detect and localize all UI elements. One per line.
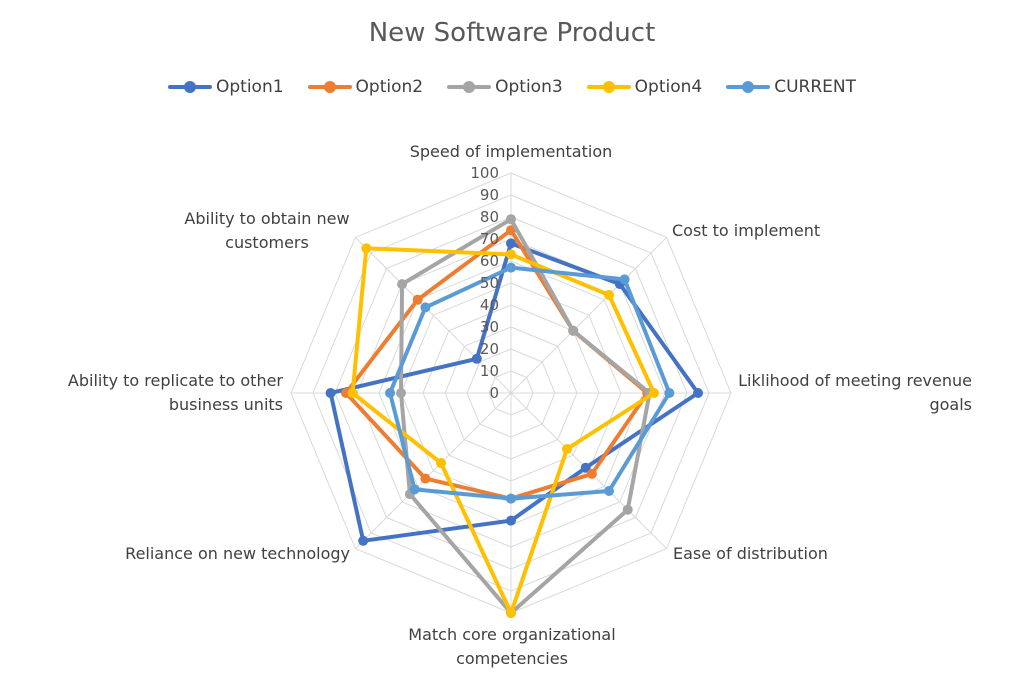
data-point (397, 279, 408, 290)
legend-item-current: CURRENT (726, 77, 856, 97)
data-point (506, 515, 516, 526)
legend-label: CURRENT (774, 77, 857, 97)
data-point (693, 388, 703, 398)
data-point (568, 325, 579, 336)
legend-swatch (307, 80, 352, 94)
data-point (409, 484, 420, 495)
series-option4 (347, 243, 659, 618)
category-label: Reliance on new technology (125, 544, 350, 563)
legend-item-option1: Option1 (167, 77, 284, 97)
category-label: Cost to implement (672, 221, 820, 240)
data-point (604, 486, 614, 496)
category-label: Match core organizational competencies (408, 625, 615, 668)
legend-label: Option3 (495, 77, 563, 97)
data-point (506, 238, 516, 249)
data-point (347, 388, 358, 398)
category-label: Ease of distribution (673, 544, 828, 563)
legend-item-option2: Option2 (307, 77, 424, 97)
series-option1 (325, 238, 703, 546)
data-point (385, 388, 395, 398)
data-point (562, 444, 572, 454)
legend-item-option3: Option3 (447, 77, 563, 97)
legend-marker (742, 81, 755, 93)
chart-title: New Software Product (368, 18, 656, 48)
tick-label: 90 (480, 186, 499, 204)
legend-marker (463, 81, 476, 93)
tick-label: 60 (480, 252, 499, 270)
tick-label: 30 (480, 318, 499, 336)
legend: Option1 Option2 Option3 Option4 CURRENT (0, 74, 1024, 100)
data-point (506, 214, 516, 225)
data-point (396, 388, 406, 398)
data-point (586, 468, 597, 479)
legend-swatch (447, 80, 492, 94)
legend-swatch (167, 80, 212, 94)
data-point (506, 608, 516, 618)
data-point (412, 294, 423, 305)
data-point (619, 274, 630, 285)
legend-label: Option4 (634, 77, 703, 97)
grid-spoke (510, 237, 667, 394)
data-point (361, 243, 372, 254)
tick-label: 100 (470, 164, 499, 182)
legend-swatch (726, 80, 771, 94)
data-point (649, 388, 659, 398)
data-point (580, 462, 591, 473)
legend-label: Option1 (215, 77, 284, 97)
tick-label: 0 (489, 384, 499, 402)
tick-label: 20 (480, 340, 499, 358)
legend-marker (183, 81, 196, 93)
data-point (420, 302, 431, 313)
data-point (325, 388, 336, 398)
data-point (471, 353, 482, 364)
data-point (506, 262, 516, 273)
series-current (385, 262, 675, 504)
tick-label: 40 (480, 296, 499, 314)
category-label: Speed of implementation (410, 142, 613, 161)
tick-label: 70 (480, 230, 499, 248)
data-point (622, 504, 633, 515)
data-point (664, 388, 675, 398)
data-point (358, 535, 369, 546)
tick-label: 80 (480, 208, 499, 226)
data-point (436, 458, 446, 468)
grid-spoke (355, 392, 512, 549)
legend-swatch (586, 80, 631, 94)
data-point (506, 249, 516, 260)
grid-spoke (355, 237, 512, 394)
legend-label: Option2 (355, 77, 424, 97)
category-label: Ability to obtain new customers (184, 209, 349, 252)
category-label: Liklihood of meeting revenue goals (738, 371, 972, 414)
category-label: Ability to replicate to other business un… (68, 371, 284, 414)
legend-item-option4: Option4 (586, 77, 703, 97)
data-point (604, 290, 614, 300)
legend-marker (602, 81, 615, 93)
tick-label: 50 (480, 274, 499, 292)
legend-marker (323, 81, 336, 93)
tick-label: 10 (480, 362, 499, 380)
data-point (420, 473, 431, 484)
data-point (506, 493, 516, 504)
